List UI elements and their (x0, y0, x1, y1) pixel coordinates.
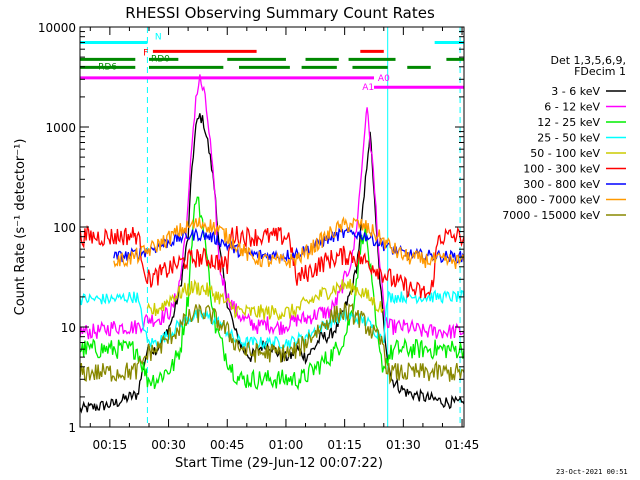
x-tick-label-2: 00:45 (210, 438, 245, 452)
legend-label-6: 300 - 800 keV (523, 178, 600, 191)
x-axis-label: Start Time (29-Jun-12 00:07:22) (175, 456, 383, 471)
x-tick-label-5: 01:30 (386, 438, 421, 452)
legend-label-1: 6 - 12 keV (544, 101, 600, 114)
y-tick-label-4: 10000 (38, 21, 76, 35)
y-tick-label-3: 1000 (45, 121, 76, 135)
legend-label-0: 3 - 6 keV (551, 85, 600, 98)
y-tick-label-0: 1 (68, 421, 76, 435)
legend: Det 1,3,5,6,9,FDecim 1 3 - 6 keV 6 - 12 ke… (502, 54, 626, 222)
legend-label-2: 12 - 25 keV (537, 116, 600, 129)
x-tick-label-0: 00:15 (93, 438, 128, 452)
y-tick-label-2: 100 (53, 221, 76, 235)
legend-header-0: Det 1,3,5,6,9, (550, 54, 626, 67)
series-line-1 (79, 74, 465, 340)
legend-label-3: 25 - 50 keV (537, 132, 600, 145)
x-tick-label-1: 00:30 (151, 438, 186, 452)
y-axis: 1 10 100 1000 10000 (38, 21, 464, 435)
legend-header-1: FDecim 1 (574, 65, 626, 78)
series-line-5 (79, 224, 465, 299)
x-tick-label-4: 01:15 (327, 438, 362, 452)
y-axis-label: Count Rate (s⁻¹ detector⁻¹) (13, 139, 28, 316)
chart-title: RHESSI Observing Summary Count Rates (125, 4, 435, 22)
footer-timestamp: 23-Oct-2021 00:51 (556, 468, 628, 476)
x-axis: 00:15 00:30 00:45 01:00 01:15 01:30 01:45 (89, 27, 480, 452)
series-line-2 (79, 196, 465, 391)
series-line-3 (79, 289, 465, 350)
x-tick-label-3: 01:00 (269, 438, 304, 452)
legend-label-5: 100 - 300 keV (523, 163, 600, 176)
series-line-8 (79, 302, 465, 385)
legend-label-8: 7000 - 15000 keV (502, 209, 600, 222)
flag-label-5: A0 (378, 74, 390, 84)
plot-area (79, 27, 465, 427)
flag-label-1: F (143, 48, 148, 58)
x-tick-label-6: 01:45 (445, 438, 480, 452)
flag-label-0: N (155, 32, 162, 42)
series-line-4 (146, 278, 384, 321)
flag-label-4: A1 (362, 83, 374, 93)
series-line-6 (113, 227, 465, 264)
series-line-7 (113, 216, 465, 270)
flag-label-3: RD6 (98, 62, 117, 72)
flag-label-2: RD0 (151, 54, 170, 64)
y-tick-label-1: 10 (61, 321, 76, 335)
legend-label-7: 800 - 7000 keV (516, 194, 600, 207)
legend-label-4: 50 - 100 keV (530, 147, 600, 160)
